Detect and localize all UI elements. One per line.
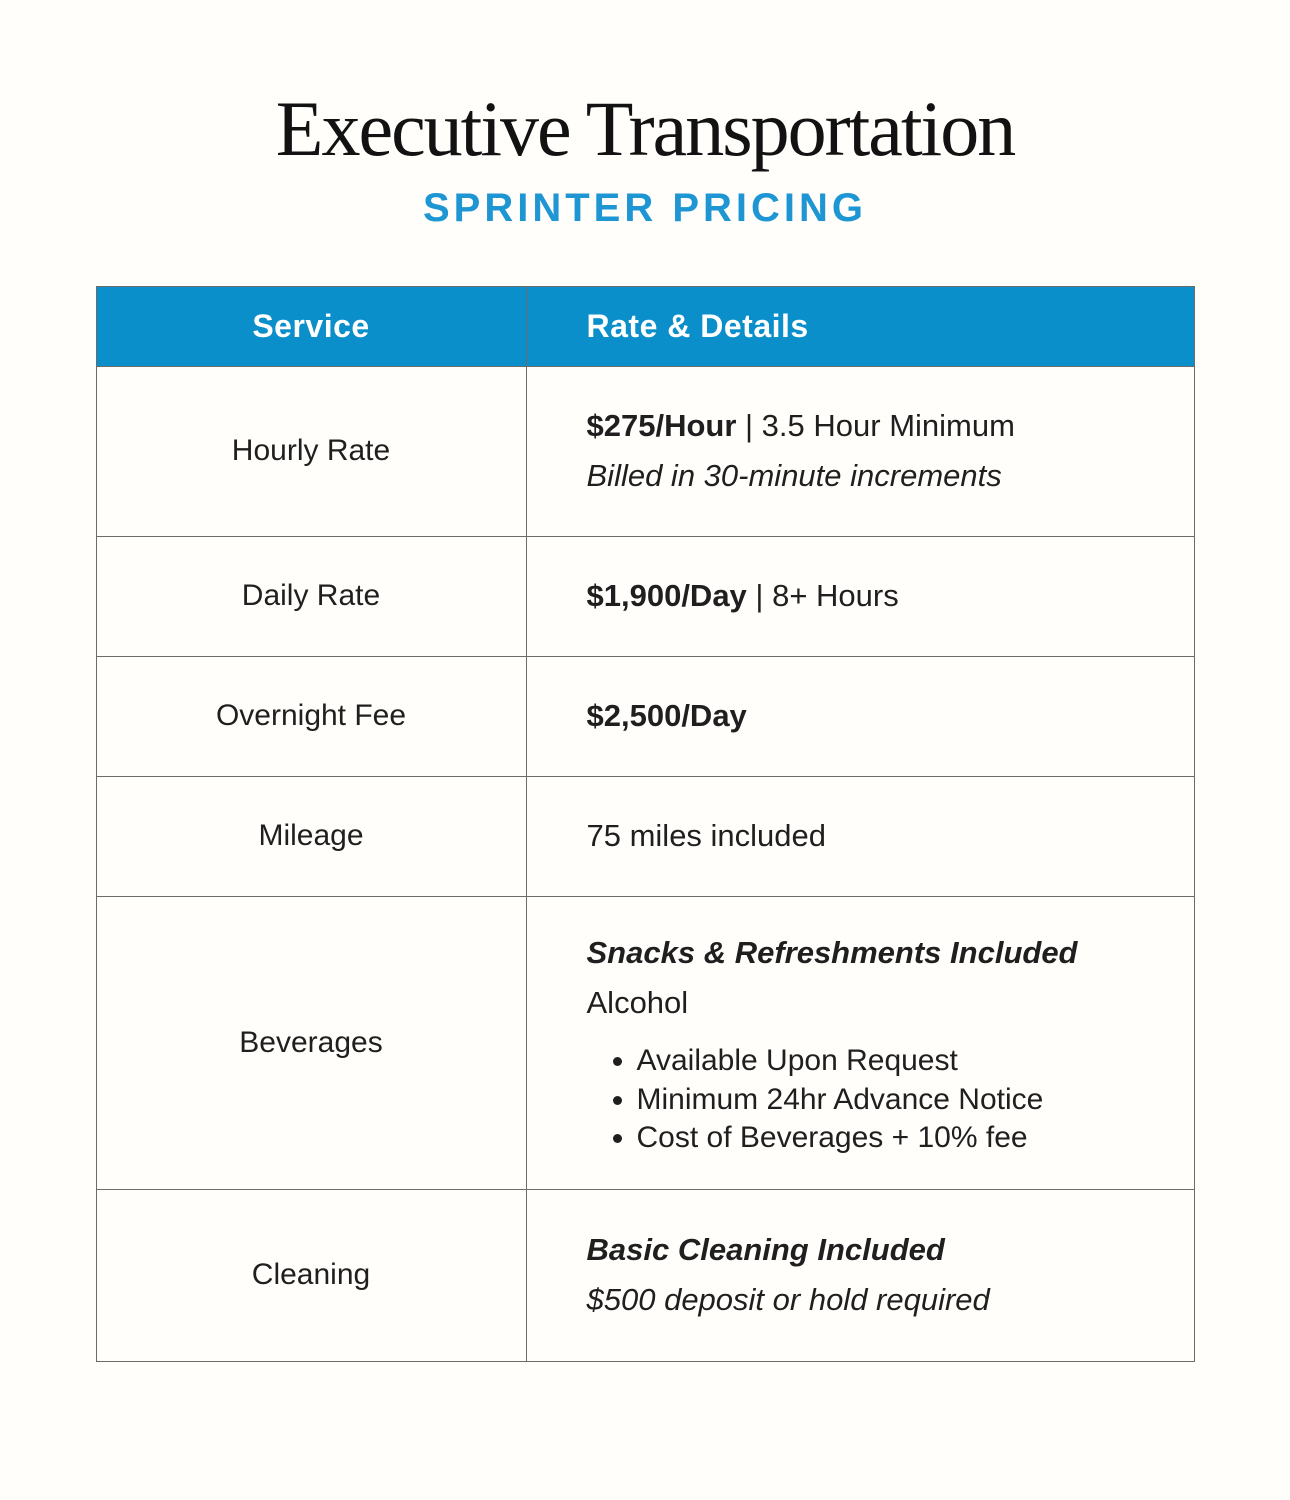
details-line: Alcohol	[587, 978, 1164, 1028]
details-line: $2,500/Day	[587, 691, 1164, 741]
text-segment: | 3.5 Hour Minimum	[736, 408, 1015, 444]
service-cell: Cleaning	[95, 1188, 527, 1362]
text-segment: Billed in 30-minute increments	[586, 458, 1002, 494]
details-cell: Snacks & Refreshments Included Alcohol Ava…	[525, 895, 1195, 1190]
column-header-service: Service	[95, 285, 527, 367]
text-segment: Alcohol	[586, 985, 689, 1021]
details-line: 75 miles included	[587, 811, 1164, 861]
details-cell: $275/Hour | 3.5 Hour Minimum Billed in 30…	[525, 365, 1195, 537]
service-cell: Daily Rate	[95, 535, 527, 657]
details-cell: Basic Cleaning Included $500 deposit or h…	[525, 1188, 1195, 1362]
service-cell: Mileage	[95, 775, 527, 897]
table-row: Hourly Rate $275/Hour | 3.5 Hour Minimum B…	[95, 365, 1195, 537]
bullet-item: Cost of Beverages + 10% fee	[637, 1119, 1164, 1157]
service-cell: Overnight Fee	[95, 655, 527, 777]
details-cell: $1,900/Day | 8+ Hours	[525, 535, 1195, 657]
details-cell: 75 miles included	[525, 775, 1195, 897]
details-line: $500 deposit or hold required	[587, 1275, 1164, 1325]
service-cell: Hourly Rate	[95, 365, 527, 537]
details-cell: $2,500/Day	[525, 655, 1195, 777]
details-line: Basic Cleaning Included	[587, 1225, 1164, 1275]
text-segment: $2,500/Day	[586, 698, 747, 734]
table-row: Mileage 75 miles included	[95, 775, 1195, 897]
column-header-rate-details: Rate & Details	[525, 285, 1195, 367]
page-title: Executive Transportation	[275, 85, 1016, 172]
details-line: $1,900/Day | 8+ Hours	[587, 571, 1164, 621]
table-row: Cleaning Basic Cleaning Included $500 depo…	[95, 1188, 1195, 1362]
text-segment: Snacks & Refreshments Included	[586, 934, 1078, 970]
details-line: Billed in 30-minute increments	[587, 451, 1164, 501]
text-segment: Basic Cleaning Included	[586, 1232, 945, 1268]
bullet-item: Minimum 24hr Advance Notice	[637, 1081, 1164, 1119]
service-cell: Beverages	[95, 895, 527, 1190]
text-segment: $275/Hour	[586, 408, 737, 444]
text-segment: $1,900/Day	[586, 578, 747, 614]
page-subtitle: SPRINTER PRICING	[422, 185, 868, 230]
table-row: Beverages Snacks & Refreshments Included A…	[95, 895, 1195, 1190]
table-header-row: Service Rate & Details	[95, 285, 1195, 367]
table-row: Daily Rate $1,900/Day | 8+ Hours	[95, 535, 1195, 657]
bullet-item: Available Upon Request	[637, 1042, 1164, 1080]
text-segment: 75 miles included	[586, 818, 827, 854]
details-line: $275/Hour | 3.5 Hour Minimum	[587, 401, 1164, 451]
table-row: Overnight Fee $2,500/Day	[95, 655, 1195, 777]
pricing-table: Service Rate & Details Hourly Rate $275/H…	[95, 285, 1195, 1362]
details-line: Snacks & Refreshments Included	[587, 928, 1164, 978]
bullet-list: Available Upon RequestMinimum 24hr Advan…	[587, 1042, 1164, 1157]
text-segment: | 8+ Hours	[746, 578, 899, 614]
text-segment: $500 deposit or hold required	[586, 1282, 990, 1318]
